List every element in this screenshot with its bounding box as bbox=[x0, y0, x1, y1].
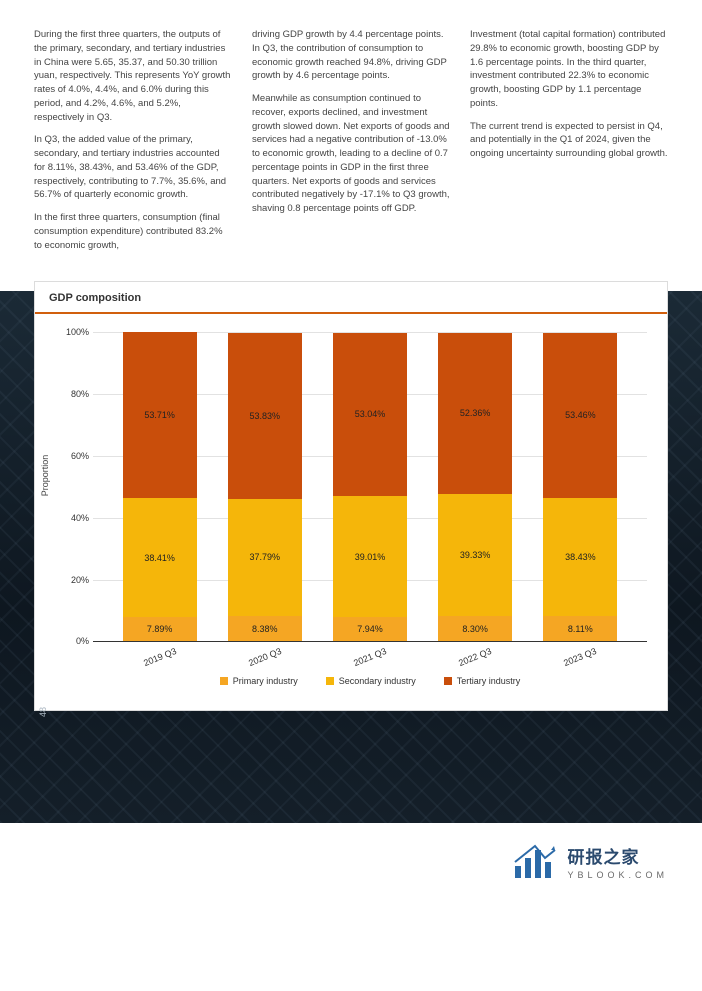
paragraph: Meanwhile as consumption continued to re… bbox=[252, 92, 450, 216]
bar-segment-label: 7.94% bbox=[357, 624, 383, 634]
bar-segment: 38.41% bbox=[123, 498, 197, 617]
legend-item: Tertiary industry bbox=[444, 676, 521, 686]
bar-segment: 38.43% bbox=[543, 498, 617, 617]
bar-segment-label: 37.79% bbox=[250, 552, 281, 562]
y-tick-label: 0% bbox=[55, 636, 89, 646]
footer-brand-name: 研报之家 bbox=[567, 843, 668, 868]
bar-group: 53.83% 37.79% 8.38% bbox=[228, 332, 302, 641]
bar-segment-label: 8.11% bbox=[568, 624, 593, 634]
paragraph: driving GDP growth by 4.4 percentage poi… bbox=[252, 28, 450, 83]
y-tick-label: 80% bbox=[55, 389, 89, 399]
bar-segment: 39.01% bbox=[333, 496, 407, 617]
body-column-1: During the first three quarters, the out… bbox=[34, 28, 232, 261]
bar-segment: 8.11% bbox=[543, 616, 617, 641]
body-column-3: Investment (total capital formation) con… bbox=[470, 28, 668, 261]
paragraph: In Q3, the added value of the primary, s… bbox=[34, 133, 232, 202]
bars-container: 53.71% 38.41% 7.89% 53.83% 37.79% 8.38% 53.04%… bbox=[93, 332, 647, 641]
chart-title: GDP composition bbox=[35, 282, 667, 314]
footer-brand-url: YBLOOK.COM bbox=[567, 870, 668, 880]
paragraph: Investment (total capital formation) con… bbox=[470, 28, 668, 111]
legend-item: Secondary industry bbox=[326, 676, 416, 686]
y-axis-label: Proportion bbox=[40, 455, 50, 497]
bar-segment: 52.36% bbox=[438, 333, 512, 495]
y-tick-label: 40% bbox=[55, 513, 89, 523]
bar-segment-label: 53.46% bbox=[565, 410, 596, 420]
bar-segment: 53.04% bbox=[333, 333, 407, 497]
bar-segment: 7.94% bbox=[333, 617, 407, 642]
bar-segment: 8.38% bbox=[228, 616, 302, 642]
legend-label: Primary industry bbox=[233, 676, 298, 686]
y-tick-label: 20% bbox=[55, 575, 89, 585]
chart-body: Proportion 0% 20% 40% 60% 80% 100% 53.71% 38.41… bbox=[35, 314, 667, 710]
legend-label: Secondary industry bbox=[339, 676, 416, 686]
bar-segment: 39.33% bbox=[438, 494, 512, 616]
bar-group: 52.36% 39.33% 8.30% bbox=[438, 332, 512, 641]
bar-segment-label: 39.01% bbox=[355, 552, 386, 562]
page-number: 48 bbox=[34, 703, 48, 719]
body-text-columns: During the first three quarters, the out… bbox=[0, 0, 702, 281]
bar-segment-label: 39.33% bbox=[460, 550, 491, 560]
bar-segment-label: 38.43% bbox=[565, 552, 596, 562]
body-column-2: driving GDP growth by 4.4 percentage poi… bbox=[252, 28, 450, 261]
legend-label: Tertiary industry bbox=[457, 676, 521, 686]
bar-segment-label: 8.30% bbox=[462, 624, 488, 634]
paragraph: During the first three quarters, the out… bbox=[34, 28, 232, 124]
bar-segment-label: 53.83% bbox=[250, 411, 281, 421]
legend-swatch-icon bbox=[326, 677, 334, 685]
bar-segment-label: 53.71% bbox=[144, 410, 175, 420]
paragraph: The current trend is expected to persist… bbox=[470, 120, 668, 161]
y-tick-label: 100% bbox=[55, 327, 89, 337]
y-tick-label: 60% bbox=[55, 451, 89, 461]
chart-plot-area: 0%20%40%60%80%100%53.71%38.41%7.89%53.83… bbox=[93, 332, 647, 642]
legend-swatch-icon bbox=[444, 677, 452, 685]
footer-brand-block: 研报之家 YBLOOK.COM bbox=[567, 843, 668, 880]
legend-item: Primary industry bbox=[220, 676, 298, 686]
bar-segment-label: 8.38% bbox=[252, 624, 278, 634]
footer-logo: 研报之家 YBLOOK.COM bbox=[513, 843, 668, 880]
bar-group: 53.04% 39.01% 7.94% bbox=[333, 332, 407, 641]
bar-segment: 7.89% bbox=[123, 617, 197, 641]
bar-segment: 8.30% bbox=[438, 616, 512, 642]
bar-segment: 37.79% bbox=[228, 499, 302, 616]
paragraph: In the first three quarters, consumption… bbox=[34, 211, 232, 252]
bar-group: 53.46% 38.43% 8.11% bbox=[543, 332, 617, 641]
bar-chart-icon bbox=[513, 844, 559, 880]
bar-segment: 53.46% bbox=[543, 333, 617, 498]
bar-segment: 53.83% bbox=[228, 333, 302, 499]
x-axis-labels: 2019 Q32020 Q32021 Q32022 Q32023 Q3 bbox=[93, 642, 647, 662]
legend-swatch-icon bbox=[220, 677, 228, 685]
bar-segment-label: 38.41% bbox=[144, 553, 175, 563]
bar-segment-label: 53.04% bbox=[355, 409, 386, 419]
bar-group: 53.71% 38.41% 7.89% bbox=[123, 332, 197, 641]
bar-segment-label: 7.89% bbox=[147, 624, 173, 634]
chart-section: GDP composition Proportion 0% 20% 40% 60% 80… bbox=[0, 281, 702, 823]
bar-segment: 53.71% bbox=[123, 332, 197, 498]
bar-segment-label: 52.36% bbox=[460, 408, 491, 418]
gdp-composition-chart: GDP composition Proportion 0% 20% 40% 60% 80… bbox=[34, 281, 668, 711]
page-footer: 研报之家 YBLOOK.COM bbox=[0, 823, 702, 908]
